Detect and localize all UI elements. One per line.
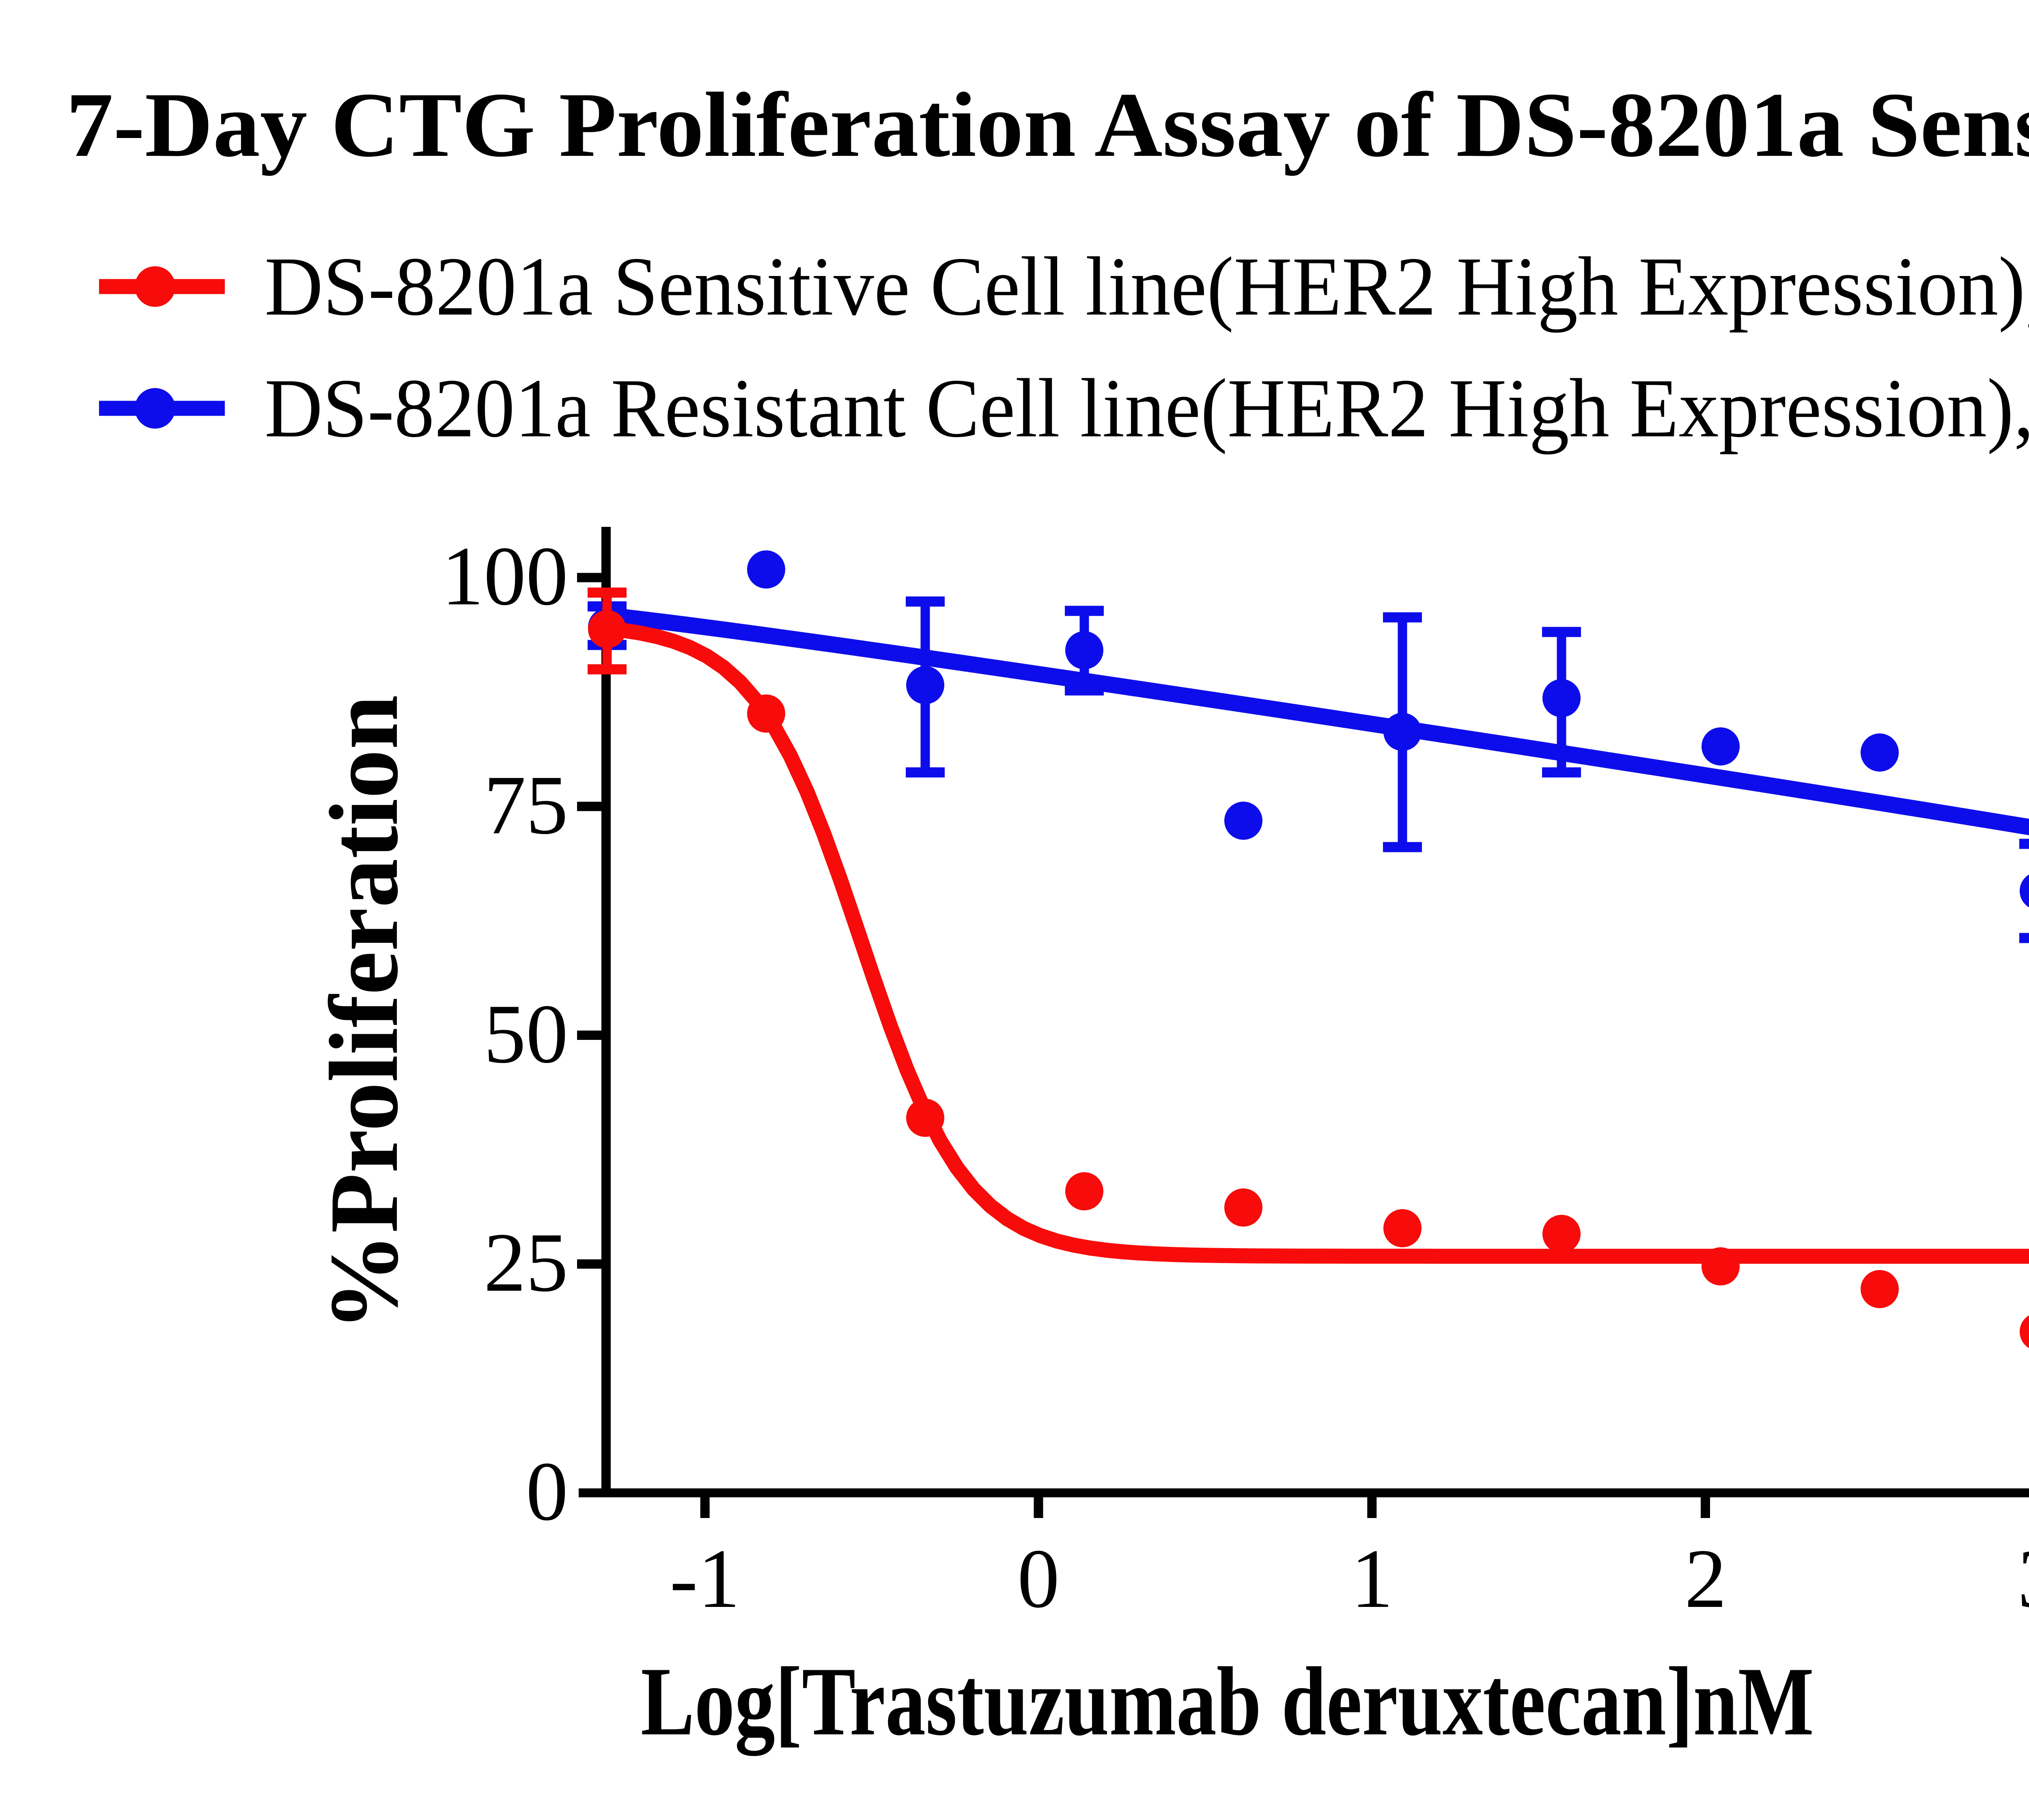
svg-text:0: 0 — [1017, 1532, 1060, 1625]
svg-text:Log[Trastuzumab deruxtecan]nM: Log[Trastuzumab deruxtecan]nM — [641, 1647, 1814, 1756]
svg-text:75: 75 — [484, 758, 568, 852]
svg-text:2: 2 — [1684, 1532, 1727, 1625]
svg-text:1: 1 — [1351, 1532, 1393, 1625]
svg-text:DS-8201a Sensitive Cell line(H: DS-8201a Sensitive Cell line(HER2 High E… — [265, 240, 2029, 333]
svg-text:DS-8201a Resistant Cell line(H: DS-8201a Resistant Cell line(HER2 High E… — [265, 362, 2029, 455]
svg-text:3: 3 — [2018, 1532, 2029, 1625]
svg-text:0: 0 — [526, 1445, 568, 1538]
svg-text:25: 25 — [484, 1216, 568, 1309]
svg-text:50: 50 — [484, 987, 568, 1080]
svg-text:100: 100 — [442, 529, 568, 623]
svg-text:%Proliferation: %Proliferation — [310, 695, 418, 1331]
svg-text:-1: -1 — [670, 1532, 740, 1625]
svg-text:7-Day CTG Proliferation Assay: 7-Day CTG Proliferation Assay of DS-8201… — [66, 74, 2029, 176]
